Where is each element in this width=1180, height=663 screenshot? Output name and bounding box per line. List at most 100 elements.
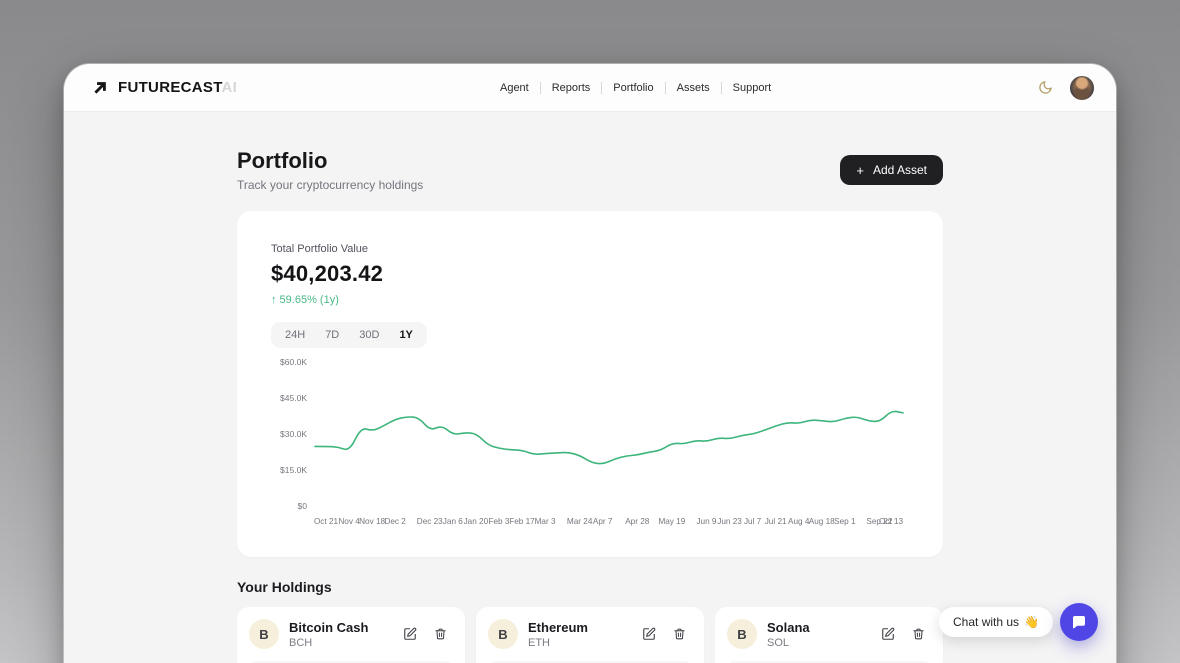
nav-item-support[interactable]: Support	[732, 81, 772, 94]
delete-button[interactable]	[434, 627, 447, 641]
range-tab-7d[interactable]: 7D	[325, 329, 340, 341]
card-actions	[642, 627, 692, 641]
x-axis-tick: Mar 3	[535, 517, 556, 526]
x-axis-tick: Jan 6	[443, 517, 463, 526]
delete-button[interactable]	[673, 627, 686, 641]
theme-toggle-button[interactable]	[1034, 77, 1056, 99]
page-head: Portfolio Track your cryptocurrency hold…	[237, 148, 943, 192]
main-nav: Agent Reports Portfolio Assets Support	[237, 78, 1034, 98]
change-badge: ↑ 59.65% (1y)	[271, 294, 339, 306]
total-value-label: Total Portfolio Value	[271, 243, 369, 255]
page-title-block: Portfolio Track your cryptocurrency hold…	[237, 148, 423, 192]
x-axis-tick: Dec 23	[417, 517, 443, 526]
holding-card-header: B Bitcoin Cash BCH	[249, 619, 453, 649]
x-axis-tick: Mar 24	[567, 517, 593, 526]
series-line	[314, 410, 904, 465]
range-tab-30d[interactable]: 30D	[359, 329, 380, 341]
app-header: FUTURECASTAI Agent Reports Portfolio Assets…	[64, 64, 1116, 112]
y-axis-tick: $0	[298, 501, 308, 511]
plus-icon: +	[856, 162, 864, 178]
arrow-up-right-icon	[94, 81, 106, 94]
coin-badge: B	[488, 619, 518, 649]
range-tab-1y[interactable]: 1Y	[399, 329, 413, 341]
add-asset-label: Add Asset	[872, 163, 927, 177]
main-content: Portfolio Track your cryptocurrency hold…	[237, 112, 943, 663]
range-tab-24h[interactable]: 24H	[285, 329, 306, 341]
nav-item-portfolio[interactable]: Portfolio	[613, 81, 654, 94]
x-axis-tick: Feb 3	[488, 517, 509, 526]
app-window: FUTURECASTAI Agent Reports Portfolio Assets…	[64, 64, 1116, 663]
portfolio-chart: $0 $15.0K $30.0K $45.0K $60.0K Oct 21 Nov 4 Nov…	[271, 358, 909, 530]
edit-icon	[882, 627, 895, 640]
ai-score-row: AI Score:-1(Slightly Bearish)	[249, 661, 453, 663]
trash-icon	[435, 628, 446, 640]
brand-suffix: AI	[221, 79, 238, 96]
nav-item-reports[interactable]: Reports	[551, 81, 591, 94]
brand-logo[interactable]: FUTURECASTAI	[90, 78, 237, 98]
holdings-heading: Your Holdings	[237, 579, 332, 595]
nav-item-assets[interactable]: Assets	[676, 81, 710, 94]
holding-card-header: B Solana SOL	[727, 619, 931, 649]
coin-meta: Ethereum ETH	[528, 620, 642, 649]
x-axis-tick: Aug 4	[788, 517, 810, 526]
x-axis-tick: Dec 2	[384, 517, 406, 526]
x-axis-tick: Jul 21	[765, 517, 787, 526]
x-axis-tick: Oct 13	[879, 517, 904, 526]
coin-meta: Solana SOL	[767, 620, 881, 649]
y-axis-tick: $15.0K	[280, 465, 307, 475]
edit-icon	[643, 627, 656, 640]
coin-meta: Bitcoin Cash BCH	[289, 620, 403, 649]
coin-symbol: SOL	[767, 636, 790, 649]
chat-label: Chat with us	[953, 615, 1020, 629]
x-axis-tick: Jan 20	[464, 517, 489, 526]
coin-symbol: ETH	[528, 636, 550, 649]
chat-label-pill[interactable]: Chat with us 👋	[939, 607, 1053, 637]
x-axis-tick: Jul 7	[744, 517, 762, 526]
x-axis-tick: Aug 18	[809, 517, 835, 526]
waving-hand-icon: 👋	[1024, 615, 1039, 629]
edit-button[interactable]	[403, 627, 417, 641]
coin-badge: B	[249, 619, 279, 649]
user-avatar[interactable]	[1070, 75, 1094, 100]
holding-card-header: B Ethereum ETH	[488, 619, 692, 649]
nav-separator	[539, 81, 541, 94]
portfolio-value-card: Total Portfolio Value $40,203.42 ↑ 59.65…	[237, 211, 943, 557]
edit-button[interactable]	[642, 627, 656, 641]
x-axis-tick: Jun 23	[717, 517, 742, 526]
edit-icon	[404, 627, 417, 640]
header-right	[1034, 75, 1094, 100]
card-actions	[403, 627, 453, 641]
brand-name: FUTURECASTAI	[118, 79, 238, 96]
x-axis-tick: Jun 9	[696, 517, 716, 526]
x-axis-tick: Nov 4	[338, 517, 360, 526]
moon-icon	[1038, 81, 1052, 94]
coin-name: Solana	[767, 619, 810, 635]
x-axis-tick: May 19	[658, 517, 685, 526]
x-axis-tick: Oct 21	[314, 517, 339, 526]
ai-score-row: AI Score:-4(Slightly Bearish)+1	[488, 661, 692, 663]
page-subtitle: Track your cryptocurrency holdings	[237, 178, 424, 192]
chat-bubble-icon	[1073, 616, 1085, 629]
x-axis-tick: Sep 1	[834, 517, 856, 526]
nav-item-agent[interactable]: Agent	[499, 81, 529, 94]
x-axis-tick: Apr 28	[625, 517, 650, 526]
edit-button[interactable]	[881, 627, 895, 641]
coin-symbol: BCH	[289, 636, 313, 649]
trash-icon	[674, 628, 685, 640]
add-asset-button[interactable]: + Add Asset	[840, 155, 943, 185]
chat-widget: Chat with us 👋	[939, 603, 1098, 641]
range-tabs: 24H 7D 30D 1Y	[271, 322, 427, 348]
y-axis-tick: $45.0K	[280, 393, 307, 403]
nav-separator	[601, 81, 603, 94]
chat-button[interactable]	[1060, 603, 1098, 641]
card-actions	[881, 627, 931, 641]
x-axis-tick: Apr 7	[593, 517, 613, 526]
trash-icon	[913, 628, 924, 640]
delete-button[interactable]	[912, 627, 925, 641]
ai-score-row: AI Score:-1(Slightly Bearish)+4	[727, 661, 931, 663]
nav-separator	[664, 81, 666, 94]
